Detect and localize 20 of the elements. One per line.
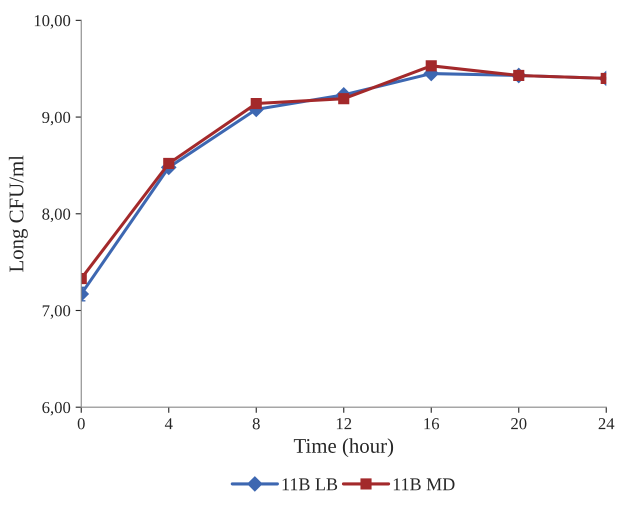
y-tick-label: 6,00 — [42, 402, 70, 416]
point — [426, 60, 437, 72]
x-tick-label: 20 — [511, 418, 526, 430]
x-tick-label: 12 — [336, 418, 352, 430]
y-tick-label: 10,00 — [34, 15, 70, 29]
x-tick-label: 16 — [424, 418, 440, 430]
point — [163, 158, 174, 170]
x-tick-label: 0 — [78, 418, 85, 430]
point — [338, 93, 350, 104]
x-tick-label: 24 — [598, 418, 614, 430]
y-tick-label: 9,00 — [42, 112, 70, 126]
y-axis-title: Long CFU/ml — [8, 155, 28, 272]
x-tick-label: 8 — [252, 418, 260, 430]
point — [250, 98, 262, 110]
legend-label: 11B MD — [394, 478, 455, 490]
x-tick-label: 4 — [164, 418, 173, 430]
x-axis-title: Time (hour) — [294, 438, 394, 458]
y-tick-label: 8,00 — [42, 208, 70, 222]
legend-label: 11B LB — [282, 478, 338, 490]
y-tick-label: 7,00 — [42, 305, 70, 319]
